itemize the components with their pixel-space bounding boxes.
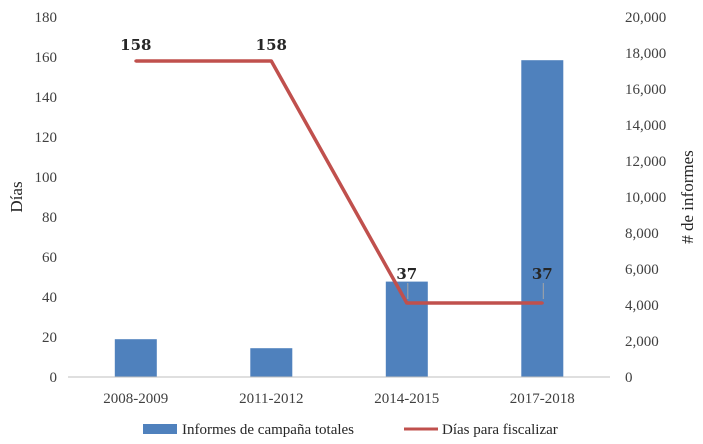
x-tick-label: 2014-2015	[374, 391, 439, 407]
y-tick-label: 0	[50, 370, 58, 386]
bar-2017-2018	[521, 60, 564, 377]
legend: Informes de campaña totales Días para fi…	[143, 422, 558, 438]
y2-tick-label: 0	[625, 370, 633, 386]
legend-line-label: Días para fiscalizar	[442, 422, 558, 438]
bar-2011-2012	[250, 348, 293, 377]
y2-tick-label: 14,000	[625, 118, 666, 134]
data-labels-group: 158 158 37 37	[120, 36, 553, 299]
line-data-label: 158	[120, 36, 151, 54]
y2-tick-label: 10,000	[625, 190, 666, 206]
y2-tick-label: 12,000	[625, 154, 666, 170]
y-tick-label: 100	[35, 170, 58, 186]
y2-tick-label: 18,000	[625, 46, 666, 62]
y2-tick-label: 16,000	[625, 82, 666, 98]
y2-tick-label: 6,000	[625, 262, 659, 278]
y-tick-label: 40	[42, 290, 57, 306]
y2-axis-ticks: 0 2,000 4,000 6,000 8,000 10,000 12,000 14,000 1…	[625, 10, 666, 386]
y-tick-label: 80	[42, 210, 57, 226]
legend-bar-label: Informes de campaña totales	[182, 422, 354, 438]
x-tick-label: 2011-2012	[239, 391, 303, 407]
y-tick-label: 120	[35, 130, 58, 146]
line-data-label: 158	[256, 36, 287, 54]
bar-2008-2009	[114, 339, 157, 377]
y2-tick-label: 8,000	[625, 226, 659, 242]
y2-tick-label: 4,000	[625, 298, 659, 314]
bar-2014-2015	[385, 281, 428, 377]
y-axis-ticks: 0 20 40 60 80 100 120 140 160 180	[35, 10, 58, 386]
y2-axis-title: # de informes	[678, 150, 697, 243]
y-tick-label: 60	[42, 250, 57, 266]
line-data-label: 37	[532, 265, 553, 283]
y2-tick-label: 20,000	[625, 10, 666, 26]
y2-tick-label: 2,000	[625, 334, 659, 350]
y-tick-label: 180	[35, 10, 58, 26]
y-axis-title: Días	[7, 181, 26, 212]
y-tick-label: 20	[42, 330, 57, 346]
x-axis-ticks: 2008-2009 2011-2012 2014-2015 2017-2018	[103, 391, 575, 407]
x-tick-label: 2008-2009	[103, 391, 168, 407]
x-tick-label: 2017-2018	[510, 391, 575, 407]
line-data-label: 37	[396, 265, 417, 283]
y-tick-label: 160	[35, 50, 58, 66]
line-point	[269, 59, 273, 63]
bars-group	[114, 60, 564, 377]
legend-bar-swatch	[143, 424, 177, 434]
line-dias-para-fiscalizar	[135, 59, 543, 305]
line-point	[540, 301, 544, 305]
line-series-group	[134, 59, 544, 305]
line-point	[134, 59, 138, 63]
y-tick-label: 140	[35, 90, 58, 106]
line-point	[405, 301, 409, 305]
